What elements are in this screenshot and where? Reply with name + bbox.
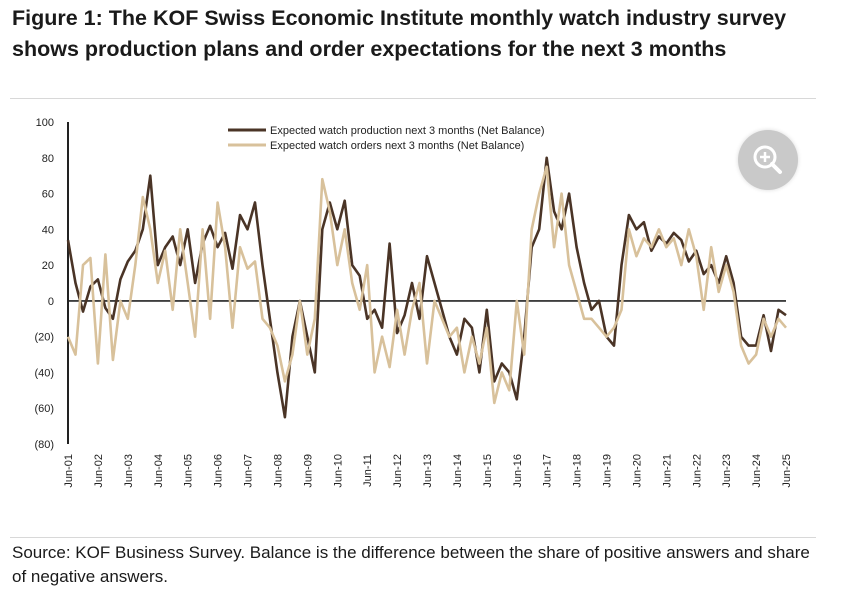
x-tick-label: Jun-25 [781, 454, 793, 488]
x-tick-label: Jun-13 [422, 454, 434, 488]
x-tick-label: Jun-21 [661, 454, 673, 488]
y-tick-label: (40) [34, 367, 54, 379]
x-tick-label: Jun-11 [362, 454, 374, 487]
x-tick-label: Jun-01 [63, 454, 75, 488]
x-tick-label: Jun-16 [512, 454, 524, 488]
legend-label: Expected watch orders next 3 months (Net… [270, 140, 524, 152]
y-tick-label: 0 [48, 296, 54, 308]
x-axis: Jun-01 Jun-02 Jun-03 Jun-04 Jun-05 Jun-06 Jun-… [63, 454, 793, 488]
y-tick-label: 100 [36, 117, 54, 129]
x-tick-label: Jun-07 [243, 454, 255, 488]
orders-series-line [66, 165, 787, 405]
production-series-line [66, 156, 787, 419]
x-tick-label: Jun-10 [332, 454, 344, 488]
x-tick-label: Jun-17 [542, 454, 554, 488]
bottom-divider [10, 537, 816, 538]
x-tick-label: Jun-12 [392, 454, 404, 488]
chart-legend: Expected watch production next 3 months … [228, 125, 545, 152]
x-tick-label: Jun-04 [153, 454, 165, 488]
x-tick-label: Jun-05 [183, 454, 195, 488]
zoom-in-icon [753, 145, 782, 174]
x-tick-label: Jun-24 [751, 454, 763, 488]
figure-title: Figure 1: The KOF Swiss Economic Institu… [12, 6, 787, 61]
y-tick-label: 60 [42, 189, 54, 201]
source-note: Source: KOF Business Survey. Balance is … [12, 543, 810, 586]
y-tick-label: (60) [34, 403, 54, 415]
y-tick-label: 40 [42, 224, 54, 236]
x-tick-label: Jun-23 [721, 454, 733, 488]
zoom-button[interactable] [738, 130, 798, 190]
top-divider [10, 98, 816, 99]
x-tick-label: Jun-20 [631, 454, 643, 488]
y-tick-label: (20) [34, 332, 54, 344]
y-tick-label: 80 [42, 153, 54, 165]
y-axis: 100 80 60 40 20 0 (20) (40) (60) (80) [34, 117, 69, 451]
x-tick-label: Jun-18 [572, 454, 584, 488]
x-tick-label: Jun-03 [123, 454, 135, 488]
x-tick-label: Jun-02 [93, 454, 105, 488]
x-tick-label: Jun-08 [272, 454, 284, 488]
y-tick-label: 20 [42, 260, 54, 272]
legend-label: Expected watch production next 3 months … [270, 125, 545, 137]
x-tick-label: Jun-14 [452, 454, 464, 488]
x-tick-label: Jun-06 [213, 454, 225, 488]
x-tick-label: Jun-22 [691, 454, 703, 488]
x-tick-label: Jun-19 [602, 454, 614, 488]
x-tick-label: Jun-15 [482, 454, 494, 488]
x-tick-label: Jun-09 [302, 454, 314, 488]
y-tick-label: (80) [34, 439, 54, 451]
chart-series [66, 156, 787, 419]
